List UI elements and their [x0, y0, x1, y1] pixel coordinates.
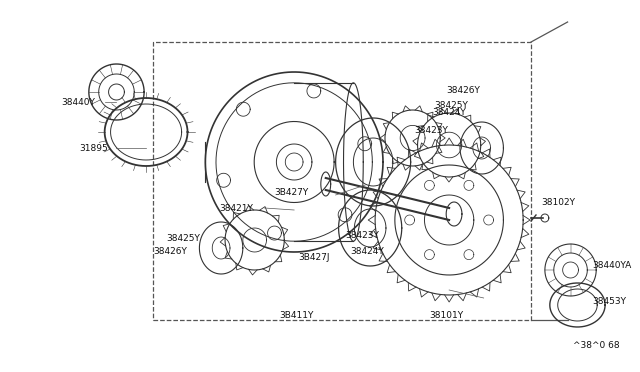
- Text: 3B427J: 3B427J: [298, 253, 330, 263]
- Text: 38453Y: 38453Y: [592, 298, 627, 307]
- Text: 38425Y: 38425Y: [435, 100, 468, 109]
- Text: 3B411Y: 3B411Y: [279, 311, 314, 320]
- Text: 31895: 31895: [79, 144, 108, 153]
- Text: 38423Y: 38423Y: [346, 231, 380, 240]
- Text: 38101Y: 38101Y: [429, 311, 463, 320]
- Text: 38424Y: 38424Y: [433, 108, 466, 116]
- Text: 38424Y: 38424Y: [351, 247, 384, 257]
- Text: 38423Y: 38423Y: [415, 125, 449, 135]
- Text: 38426Y: 38426Y: [153, 247, 187, 257]
- Text: ^38^0 68: ^38^0 68: [573, 340, 619, 350]
- Text: 38421Y: 38421Y: [219, 203, 253, 212]
- Text: 3B427Y: 3B427Y: [275, 187, 308, 196]
- Text: 38440Y: 38440Y: [61, 97, 95, 106]
- Text: 38102Y: 38102Y: [541, 198, 575, 206]
- Text: 38440YA: 38440YA: [592, 260, 632, 269]
- Text: 38426Y: 38426Y: [446, 86, 480, 94]
- Text: 38425Y: 38425Y: [166, 234, 200, 243]
